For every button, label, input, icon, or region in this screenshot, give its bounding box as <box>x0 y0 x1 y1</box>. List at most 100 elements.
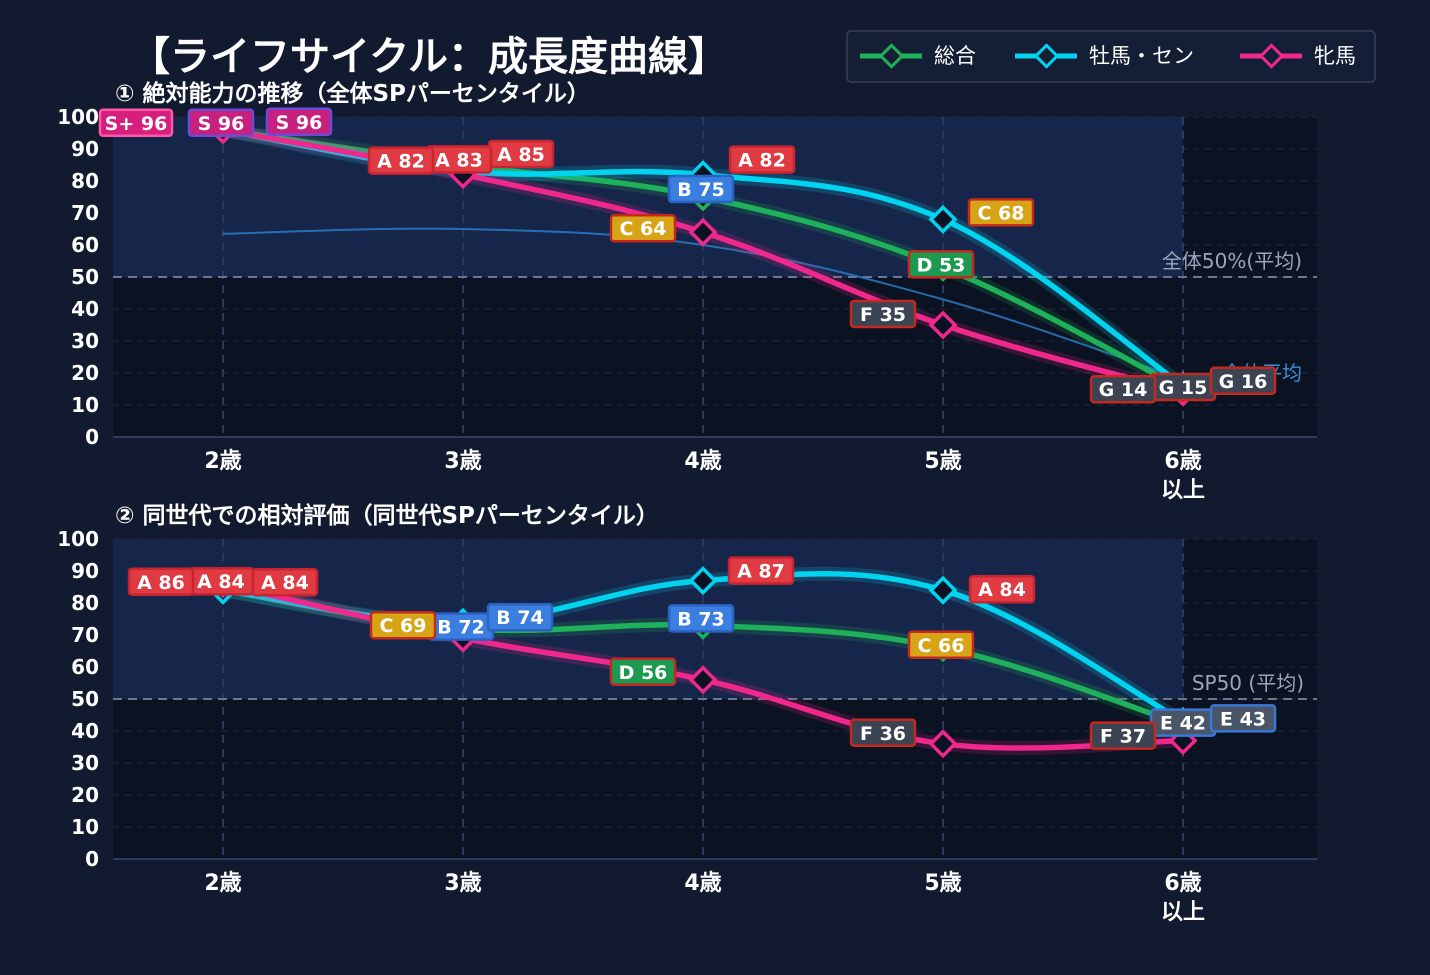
data-label: S+ 96 <box>98 108 174 138</box>
data-point <box>688 217 718 247</box>
y-tick-label: 80 <box>71 591 99 615</box>
data-label-box <box>1209 366 1277 396</box>
y-tick-label: 10 <box>71 393 99 417</box>
data-label-box <box>849 718 917 748</box>
panel1-title: ① 絶対能力の推移（全体SPパーセンタイル） <box>115 80 590 107</box>
data-point <box>688 566 718 596</box>
data-label-text: D 53 <box>917 254 966 276</box>
y-tick-label: 100 <box>57 527 99 551</box>
data-label-text: B 73 <box>677 608 725 630</box>
data-label-text: A 84 <box>197 571 245 593</box>
data-label: B 72 <box>427 612 495 641</box>
x-tick-label: 6歳 <box>1164 871 1201 896</box>
data-label-box <box>251 567 319 597</box>
data-label-box <box>727 556 795 585</box>
y-tick-label: 40 <box>71 297 99 321</box>
y-tick-label: 90 <box>71 559 99 583</box>
x-tick-label: 3歳 <box>444 871 481 896</box>
legend-item: 牡馬・セン <box>1015 43 1194 69</box>
legend-item: 牝馬 <box>1240 43 1356 69</box>
panel-absolute: 0 10 20 30 40 50 60 70 80 90 100 全体50%(平均) 2歳 3歳 4歳 5歳 6… <box>57 105 1317 503</box>
y-tick-label: 50 <box>71 265 99 289</box>
y-tick-label: 20 <box>71 783 99 807</box>
reference-line-label: 全体50%(平均) <box>1162 249 1302 273</box>
data-label-text: C 68 <box>978 202 1025 224</box>
data-point <box>928 729 958 759</box>
data-label-text: A 86 <box>137 572 185 594</box>
data-label-text: A 87 <box>737 561 785 583</box>
data-label-text: G 16 <box>1219 371 1268 393</box>
data-label-box <box>907 250 975 279</box>
data-label: A 85 <box>487 139 555 169</box>
y-tick-label: 80 <box>71 169 99 193</box>
data-label: S 96 <box>265 107 333 137</box>
data-label-text: B 74 <box>496 607 544 629</box>
legend: 総合 牡馬・セン 牝馬 <box>846 30 1376 83</box>
data-label-box <box>609 657 677 687</box>
panel-relative: 0 10 20 30 40 50 60 70 80 90 100 SP50 (平均) 2歳 3歳 4歳 5歳 6… <box>57 527 1317 925</box>
y-tick-label: 10 <box>71 815 99 839</box>
data-label-text: F 35 <box>860 304 906 326</box>
data-point <box>928 310 958 340</box>
data-label: A 87 <box>727 556 795 585</box>
data-label-box <box>667 174 735 204</box>
data-label: A 82 <box>728 145 796 174</box>
panel2-title: ② 同世代での相対評価（同世代SPパーセンタイル） <box>115 502 659 529</box>
data-point <box>928 575 958 605</box>
data-label-box <box>849 299 917 329</box>
legend-box <box>846 30 1376 83</box>
data-label-box <box>187 108 255 138</box>
data-label-box <box>1089 721 1157 750</box>
data-label-box <box>1209 704 1277 733</box>
data-label-text: G 14 <box>1099 379 1148 401</box>
y-tick-label: 70 <box>71 201 99 225</box>
data-label: C 69 <box>369 610 437 640</box>
data-label: B 73 <box>667 604 735 633</box>
data-point <box>688 665 718 695</box>
y-tick-label: 70 <box>71 623 99 647</box>
chart-title: 【ライフサイクル：成長度曲線】 <box>130 34 728 80</box>
data-label-text: C 64 <box>620 218 667 240</box>
data-label-text: E 42 <box>1160 713 1206 735</box>
legend-item: 総合 <box>860 43 976 69</box>
data-label: A 84 <box>251 567 319 597</box>
data-label: B 75 <box>667 174 735 204</box>
x-tick-label: 4歳 <box>684 449 721 474</box>
data-label: D 53 <box>907 250 975 279</box>
data-label: A 84 <box>968 574 1036 604</box>
data-label-text: S 96 <box>198 113 245 135</box>
x-tick-label: 2歳 <box>204 871 241 896</box>
data-label-box <box>967 198 1035 227</box>
x-tick-label: 5歳 <box>924 449 961 474</box>
x-tick-label: 5歳 <box>924 871 961 896</box>
data-label: G 16 <box>1209 366 1277 396</box>
y-tick-label: 30 <box>71 329 99 353</box>
x-tick-label: 6歳 <box>1164 449 1201 474</box>
data-label-text: A 82 <box>377 151 425 173</box>
legend-marker <box>1033 43 1060 69</box>
x-tick-label: 以上 <box>1161 900 1205 925</box>
data-label-box <box>728 145 796 174</box>
data-label-text: S 96 <box>276 112 323 134</box>
data-label-text: A 84 <box>261 572 309 594</box>
data-label: F 36 <box>849 718 917 748</box>
legend-marker <box>1258 43 1285 69</box>
legend-label: 総合 <box>934 44 976 68</box>
data-label: E 43 <box>1209 704 1277 733</box>
data-label-box <box>907 630 975 660</box>
data-label-box <box>265 107 333 137</box>
data-label-box <box>968 574 1036 604</box>
data-label: A 84 <box>187 566 255 596</box>
data-label-text: A 84 <box>978 579 1026 601</box>
x-tick-label: 以上 <box>1161 478 1205 503</box>
data-label: A 86 <box>127 567 195 597</box>
y-tick-label: 0 <box>85 847 99 871</box>
y-tick-label: 40 <box>71 719 99 743</box>
data-label: F 35 <box>849 299 917 329</box>
data-label: C 68 <box>967 198 1035 227</box>
data-label-text: A 83 <box>435 149 483 171</box>
x-tick-label: 2歳 <box>204 449 241 474</box>
data-label-text: D 56 <box>619 662 668 684</box>
data-label-box <box>367 146 435 175</box>
